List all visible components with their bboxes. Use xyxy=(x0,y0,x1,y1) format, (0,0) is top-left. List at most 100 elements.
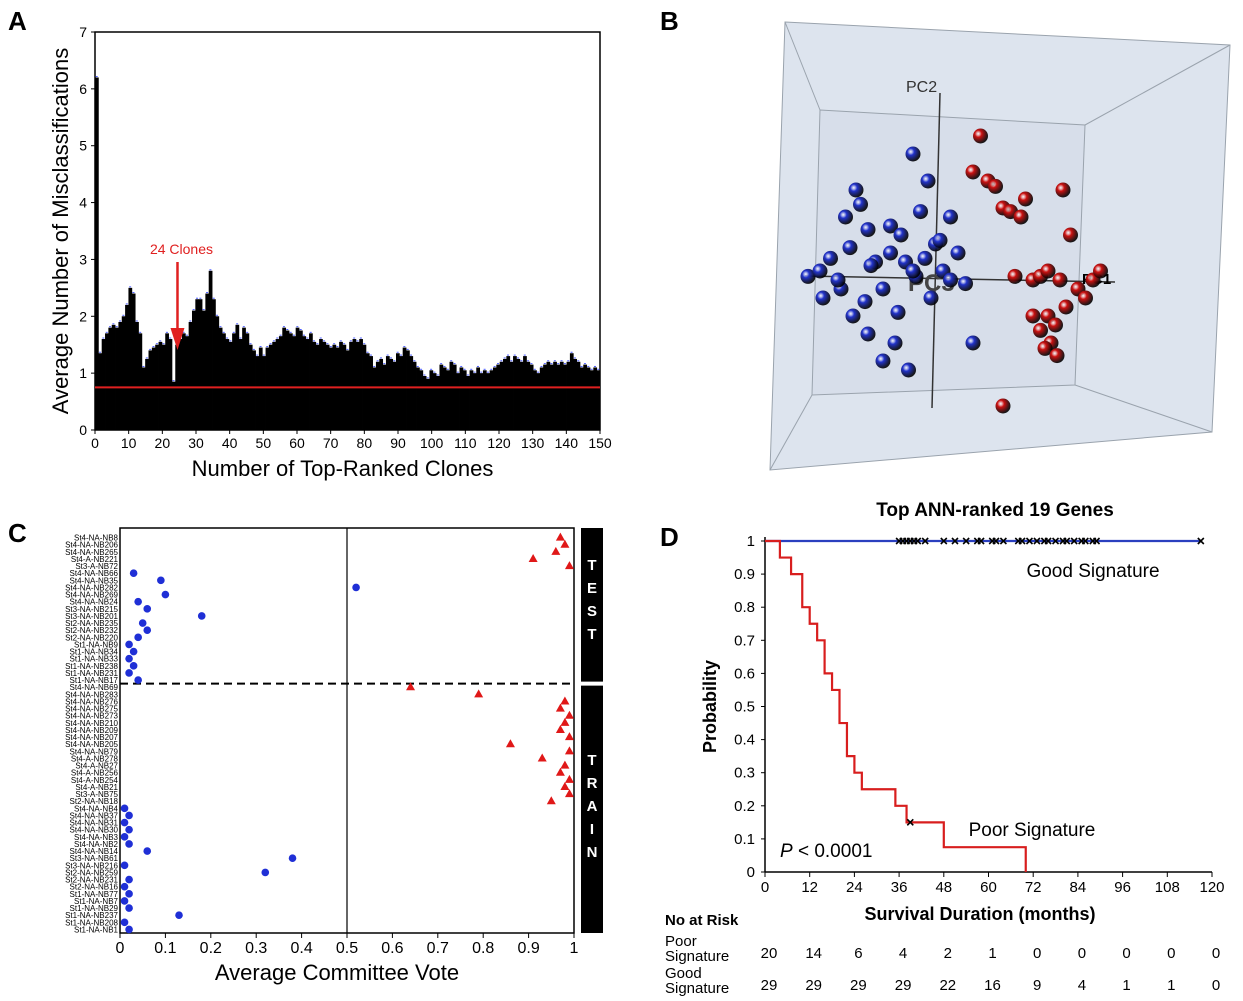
red-sample-point xyxy=(995,398,1011,414)
y-tick-label: 0.7 xyxy=(734,632,755,649)
sample-label: St2-NA-NB232 xyxy=(65,626,118,635)
bar xyxy=(503,358,507,430)
bar xyxy=(198,299,203,430)
red-vote-marker xyxy=(537,753,547,762)
x-tick-label: 60 xyxy=(289,435,305,451)
bar xyxy=(335,347,340,430)
sample-label: St4-A-NB221 xyxy=(71,555,119,564)
bar xyxy=(111,324,116,430)
box-edge xyxy=(1084,44,1231,126)
bar xyxy=(395,353,400,430)
x-tick-label: 100 xyxy=(420,435,444,451)
red-sample-point xyxy=(965,164,981,180)
blue-sample-point xyxy=(857,294,873,310)
bar xyxy=(278,336,283,430)
bar xyxy=(245,333,250,430)
blue-vote-marker xyxy=(125,640,133,649)
p-threshold: < 0.0001 xyxy=(793,841,873,862)
bar xyxy=(486,373,491,430)
y-tick-label: 0.2 xyxy=(734,798,755,815)
bar xyxy=(419,370,424,430)
red-sample-point xyxy=(1037,340,1053,356)
red-sample-point xyxy=(1013,209,1029,225)
bar xyxy=(252,350,256,430)
blue-sample-point xyxy=(812,263,828,279)
blue-vote-marker xyxy=(261,868,270,877)
bar xyxy=(212,299,216,430)
blue-vote-marker xyxy=(120,833,129,841)
panel-b-3d-scatter: PC1PC2PC3 xyxy=(769,21,1231,471)
bar xyxy=(352,339,357,430)
x-tick-label: 90 xyxy=(390,435,406,451)
panel-label-d: D xyxy=(660,522,679,552)
x-tick-label: 72 xyxy=(1025,879,1042,896)
bar xyxy=(566,361,571,430)
bar xyxy=(148,350,153,430)
y-tick-label: 3 xyxy=(79,251,87,267)
censor-mark xyxy=(1070,537,1078,545)
red-sample-point xyxy=(1033,322,1048,338)
sample-label: St4-NA-NB14 xyxy=(70,847,119,856)
sample-label: St4-NA-NB269 xyxy=(65,591,118,600)
red-vote-marker xyxy=(551,546,561,555)
x-tick-label: 96 xyxy=(1114,879,1131,896)
sample-label: St4-NA-NB79 xyxy=(70,747,119,756)
blue-vote-marker xyxy=(125,925,133,934)
blue-vote-marker xyxy=(120,861,129,870)
blue-sample-point xyxy=(853,196,868,212)
sample-label: St3-NA-NB216 xyxy=(65,861,118,870)
bar xyxy=(355,341,360,430)
x-tick-label: 48 xyxy=(935,879,952,896)
sample-label: St4-NA-NB30 xyxy=(70,826,119,835)
at-risk-count: 16 xyxy=(984,977,1001,994)
sample-label: St4-NA-NB209 xyxy=(65,726,118,735)
red-vote-marker xyxy=(564,732,574,741)
bar xyxy=(151,347,156,430)
bar xyxy=(299,330,303,430)
bar xyxy=(382,364,387,430)
sample-label: St1-NA-NB237 xyxy=(65,911,118,920)
bar xyxy=(171,381,176,430)
blue-vote-marker xyxy=(125,669,133,677)
x-tick-label: 0.9 xyxy=(517,940,539,957)
blue-vote-marker xyxy=(125,811,133,820)
x-axis-label: Number of Top-Ranked Clones xyxy=(192,456,494,481)
bar xyxy=(349,341,353,430)
sample-label: St4-NA-NB275 xyxy=(65,705,118,714)
bar xyxy=(359,339,363,430)
bar xyxy=(586,367,591,430)
y-tick-label: 0.1 xyxy=(734,831,755,848)
bar xyxy=(225,339,230,430)
y-tick-label: 0.6 xyxy=(734,665,755,682)
y-tick-label: 0 xyxy=(747,864,755,881)
red-sample-point xyxy=(1055,182,1071,198)
bar xyxy=(218,327,223,430)
sample-label: St4-NA-NB8 xyxy=(74,534,119,543)
x-tick-label: 1 xyxy=(570,940,579,957)
bar xyxy=(115,327,119,430)
blue-vote-marker xyxy=(352,583,360,592)
blue-vote-marker xyxy=(143,605,152,613)
sample-label: St1-NA-NB29 xyxy=(70,904,119,913)
blue-sample-point xyxy=(893,227,909,243)
x-tick-label: 0.2 xyxy=(200,940,222,957)
bar xyxy=(523,356,527,430)
bar xyxy=(98,353,103,430)
x-tick-label: 0.8 xyxy=(472,940,494,957)
blue-sample-point xyxy=(830,272,846,288)
y-tick-label: 0.5 xyxy=(734,699,755,716)
bar xyxy=(492,367,497,430)
bar xyxy=(459,367,464,430)
at-risk-count: 29 xyxy=(805,977,822,994)
bar xyxy=(513,356,517,430)
bar xyxy=(442,367,447,430)
at-risk-count: 0 xyxy=(1078,945,1086,962)
bar xyxy=(272,341,276,430)
sample-label: St2-NA-NB231 xyxy=(65,876,118,885)
blue-sample-point xyxy=(860,222,876,238)
bar xyxy=(472,373,477,430)
bar xyxy=(205,293,210,430)
blue-sample-point xyxy=(913,204,928,220)
test-group-letter: S xyxy=(587,603,597,620)
